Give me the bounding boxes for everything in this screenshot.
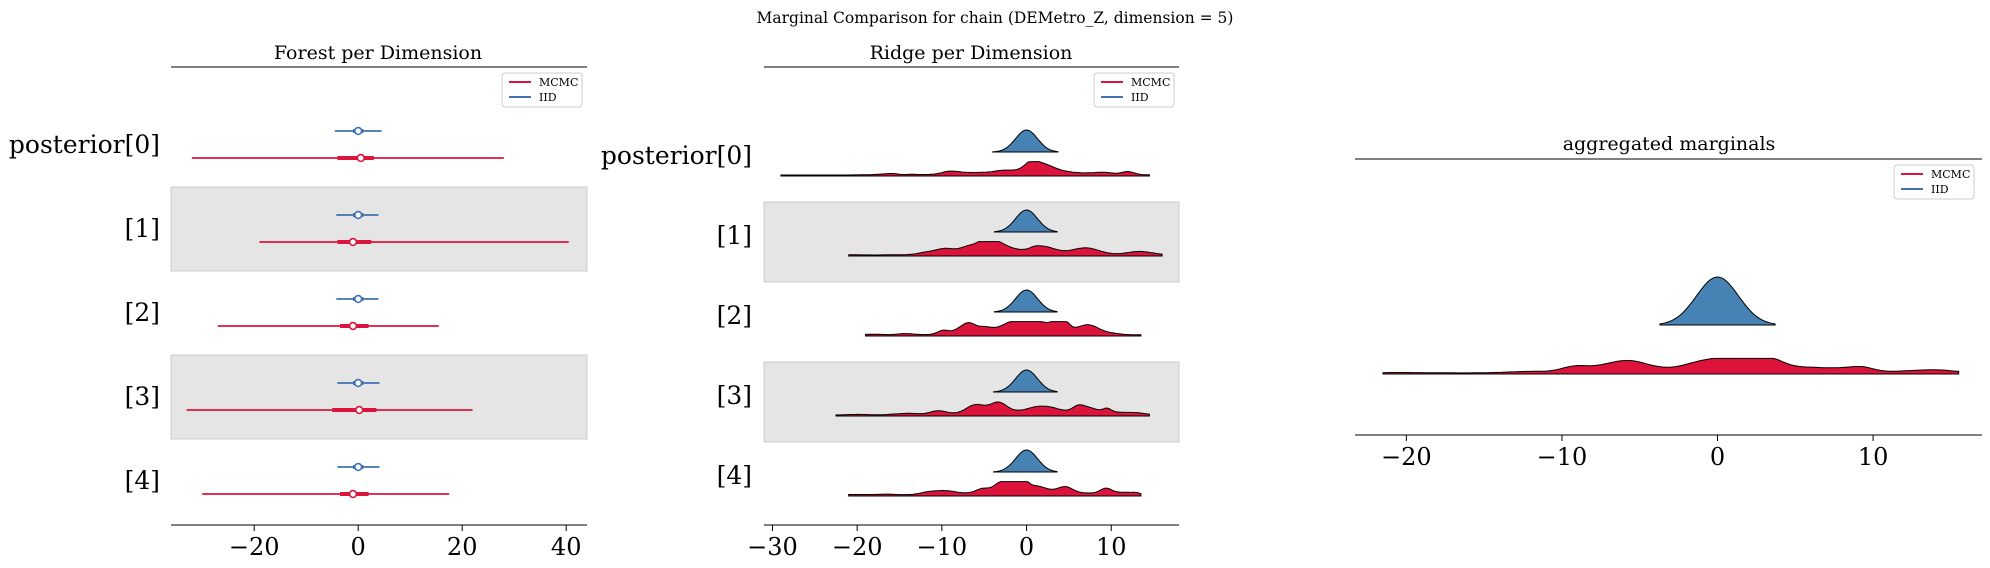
legend-iid-label: IID: [539, 91, 557, 104]
row-label: [3]: [717, 381, 752, 410]
mcmc-density: [1382, 357, 1960, 375]
legend-iid-label: IID: [1931, 183, 1949, 196]
x-tick-label: −20: [832, 533, 883, 561]
ridge-legend: MCMC IID: [1093, 72, 1175, 108]
interval-point: [348, 489, 358, 499]
x-tick-label: 10: [1096, 533, 1127, 561]
row-label: [4]: [125, 466, 160, 495]
interval-point: [355, 405, 364, 415]
interval-point: [354, 126, 363, 136]
forest-panel: Forest per Dimension posterior[0] [1] [2] […: [9, 42, 588, 561]
forest-legend: MCMC IID: [501, 72, 583, 108]
interval-point: [354, 378, 363, 388]
x-tick-label: −10: [1537, 443, 1588, 471]
row-label: [1]: [125, 214, 160, 243]
x-tick-label: −30: [747, 533, 798, 561]
iid-density: [993, 369, 1058, 393]
row-band: [170, 186, 588, 272]
row-band: [763, 201, 1180, 283]
forest-title: Forest per Dimension: [274, 42, 482, 64]
interval-point: [348, 237, 358, 247]
iid-density: [992, 129, 1059, 153]
interval-point: [348, 321, 358, 331]
x-tick-label: 0: [1019, 533, 1034, 561]
row-label: [4]: [717, 461, 752, 490]
x-tick-label: −20: [1381, 443, 1432, 471]
iid-density: [993, 209, 1058, 233]
row-label: posterior[0]: [9, 130, 160, 159]
ridge-title: Ridge per Dimension: [870, 42, 1073, 64]
legend-mcmc-label: MCMC: [1931, 168, 1970, 181]
x-tick-label: 0: [351, 533, 366, 561]
interval-point: [354, 294, 363, 304]
iid-density: [993, 449, 1058, 473]
x-tick-label: 10: [1858, 443, 1889, 471]
interval-point: [354, 210, 363, 220]
legend-iid-label: IID: [1131, 91, 1149, 104]
mcmc-density: [865, 321, 1142, 337]
legend-mcmc-label: MCMC: [1131, 76, 1170, 89]
iid-density: [993, 289, 1058, 313]
row-label: [1]: [717, 221, 752, 250]
mcmc-density: [848, 241, 1163, 257]
figure-title: Marginal Comparison for chain (DEMetro_Z…: [757, 9, 1234, 27]
row-label: posterior[0]: [601, 141, 752, 170]
ridge-panel: Ridge per Dimension posterior[0] [1] [2] [3…: [601, 42, 1180, 561]
interval-point: [354, 462, 363, 472]
x-tick-label: 20: [447, 533, 478, 561]
row-label: [3]: [125, 382, 160, 411]
row-band: [170, 354, 588, 440]
x-tick-label: −20: [229, 533, 280, 561]
row-label: [2]: [717, 301, 752, 330]
mcmc-density: [780, 161, 1150, 177]
mcmc-density: [835, 401, 1150, 417]
iid-density: [1659, 276, 1776, 326]
mcmc-density: [848, 481, 1142, 497]
x-tick-label: 0: [1710, 443, 1725, 471]
legend-mcmc-label: MCMC: [539, 76, 578, 89]
aggregated-title: aggregated marginals: [1563, 133, 1776, 155]
aggregated-legend: MCMC IID: [1893, 164, 1975, 200]
row-label: [2]: [125, 298, 160, 327]
aggregated-panel: aggregated marginals −20 −10 0 10 MCMC IID: [1355, 133, 1982, 471]
interval-point: [356, 153, 365, 163]
row-band: [763, 361, 1180, 443]
x-tick-label: −10: [917, 533, 968, 561]
x-tick-label: 40: [551, 533, 582, 561]
